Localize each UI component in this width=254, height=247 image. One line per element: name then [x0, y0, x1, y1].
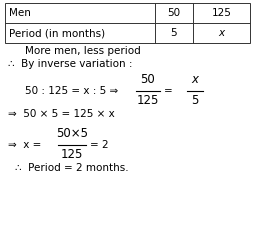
Text: Men: Men	[9, 8, 31, 18]
Text: 50×5: 50×5	[56, 127, 88, 140]
Text: Period (in months): Period (in months)	[9, 28, 105, 38]
Text: x: x	[218, 28, 224, 38]
Text: = 2: = 2	[90, 140, 108, 150]
Text: ⇒  x =: ⇒ x =	[8, 140, 41, 150]
Text: 125: 125	[60, 148, 83, 161]
Text: 5: 5	[170, 28, 177, 38]
Text: x: x	[191, 73, 198, 86]
Text: =: =	[163, 86, 172, 96]
Text: ⇒  50 × 5 = 125 × x: ⇒ 50 × 5 = 125 × x	[8, 109, 114, 119]
Text: 5: 5	[190, 94, 198, 107]
Bar	[5, 3, 249, 43]
Text: 50: 50	[167, 8, 180, 18]
Text: 50 : 125 = x : 5 ⇒: 50 : 125 = x : 5 ⇒	[25, 86, 118, 96]
Text: 125: 125	[136, 94, 158, 107]
Text: 125: 125	[211, 8, 231, 18]
Text: 50: 50	[140, 73, 155, 86]
Text: ∴  By inverse variation :: ∴ By inverse variation :	[8, 59, 132, 69]
Text: ∴  Period = 2 months.: ∴ Period = 2 months.	[15, 163, 128, 173]
Text: More men, less period: More men, less period	[25, 46, 140, 56]
